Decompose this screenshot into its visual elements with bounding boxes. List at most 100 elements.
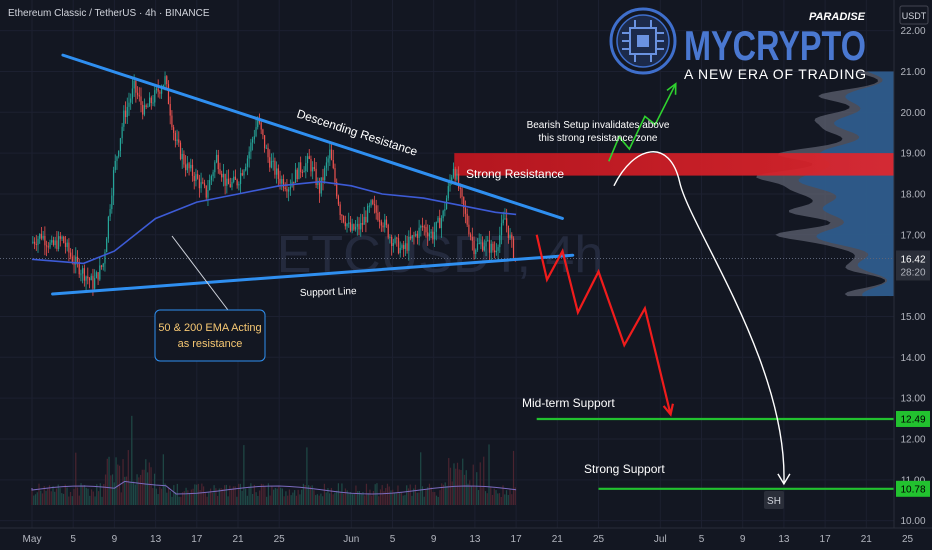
volume-bar — [190, 489, 192, 505]
volume-bar — [320, 493, 322, 505]
candle-body — [215, 154, 218, 163]
candle-body — [88, 278, 91, 281]
volume-bar — [386, 483, 389, 505]
candle-body — [506, 218, 508, 226]
volume-bar — [343, 493, 345, 505]
candle-body — [384, 219, 386, 228]
volume-bar — [43, 486, 45, 505]
candle-body — [282, 179, 285, 188]
volume-bar — [339, 492, 341, 505]
volume-bar — [211, 492, 213, 505]
projection-arrows — [535, 82, 791, 486]
volume-bar — [69, 492, 72, 505]
volume-bar — [486, 493, 488, 505]
volume-bar — [192, 488, 194, 505]
candle-body — [229, 184, 231, 188]
support-line-label: Support Line — [300, 286, 357, 299]
candle-body — [126, 106, 128, 118]
time-tick-label: 5 — [390, 534, 396, 545]
price-tag-label: 10.78 — [900, 484, 925, 495]
candle-body — [286, 188, 288, 192]
volume-bar — [232, 486, 234, 505]
candle-body — [451, 177, 453, 182]
volume-ma-line — [31, 480, 517, 495]
volume-bar — [316, 494, 319, 505]
time-tick-label: 17 — [820, 534, 832, 545]
volume-bar — [467, 483, 469, 505]
volume-bar — [215, 488, 217, 505]
candle-body — [375, 205, 377, 213]
volume-bar — [423, 496, 425, 505]
candle-body — [109, 209, 111, 217]
time-tick-label: 25 — [593, 534, 605, 545]
candle-countdown-label: 28:20 — [900, 267, 925, 278]
candle-body — [317, 180, 319, 185]
time-tick-label: 21 — [232, 534, 244, 545]
volume-bar — [148, 462, 150, 505]
volume-bar — [322, 496, 324, 505]
candle-body — [377, 212, 379, 221]
volume-bar — [64, 484, 66, 505]
volume-bar — [309, 486, 312, 505]
volume-bar — [330, 487, 333, 505]
candle-body — [440, 218, 443, 229]
logo: PARADISE MYCRYPTO A NEW ERA OF TRADING — [609, 7, 866, 82]
candle-body — [428, 233, 431, 237]
candle-body — [198, 178, 200, 189]
trendlines — [51, 53, 575, 296]
volume-bar — [76, 487, 79, 505]
volume-bar — [204, 492, 206, 505]
candle-body — [233, 176, 235, 182]
symbol-title[interactable]: Ethereum Classic / TetherUS · 4h · BINAN… — [8, 8, 210, 19]
candle-body — [379, 220, 381, 222]
sh-badge[interactable]: SH — [764, 491, 784, 509]
volume-bar — [246, 495, 248, 505]
candle-body — [161, 88, 163, 94]
candle-body — [78, 261, 80, 275]
volume-bar — [500, 496, 502, 505]
volume-bar — [101, 496, 103, 505]
bearish-projection-arrow-head — [662, 403, 674, 417]
candle-body — [361, 223, 364, 225]
candle-body — [73, 263, 75, 265]
candle-body — [461, 188, 463, 197]
volume-bar — [411, 495, 413, 505]
candle-body — [44, 235, 46, 246]
candle-body — [150, 97, 152, 103]
volume-bar — [427, 487, 429, 505]
volume-bar — [313, 490, 315, 505]
volume-bar — [416, 492, 418, 505]
candle-body — [349, 222, 352, 231]
candle-body — [255, 127, 257, 137]
candle-body — [251, 139, 254, 143]
price-tick-label: 10.00 — [900, 516, 925, 527]
currency-label: USDT — [899, 5, 929, 25]
candle-body — [260, 122, 262, 130]
volume-bar — [351, 494, 354, 505]
candle-body — [70, 252, 72, 257]
candle-body — [394, 237, 396, 243]
candle-body — [197, 174, 199, 179]
candle-body — [463, 196, 465, 208]
volume-bar — [34, 494, 37, 505]
candle-body — [300, 162, 302, 173]
volume-bar — [183, 491, 185, 505]
candle-body — [87, 276, 89, 279]
candle-body — [480, 242, 482, 244]
candle-body — [95, 272, 97, 279]
volume-bar — [472, 464, 474, 505]
candle-body — [499, 235, 501, 248]
volume-bar — [479, 462, 481, 505]
candle-body — [75, 256, 77, 265]
time-axis[interactable]: May 5 9 13 17 21 25 Jun 5 9 13 17 21 25 Jul 5 9 13 17 21 25 — [23, 534, 914, 545]
volume-bar — [181, 492, 184, 505]
candle-body — [502, 219, 504, 224]
candle-body — [420, 225, 422, 228]
time-tick-label: 25 — [902, 534, 914, 545]
candle-body — [241, 173, 243, 176]
volume-bar — [283, 496, 285, 505]
volume-bar — [174, 492, 177, 505]
candle-body — [222, 173, 225, 178]
candle-body — [52, 240, 55, 246]
volume-bar — [362, 492, 364, 505]
